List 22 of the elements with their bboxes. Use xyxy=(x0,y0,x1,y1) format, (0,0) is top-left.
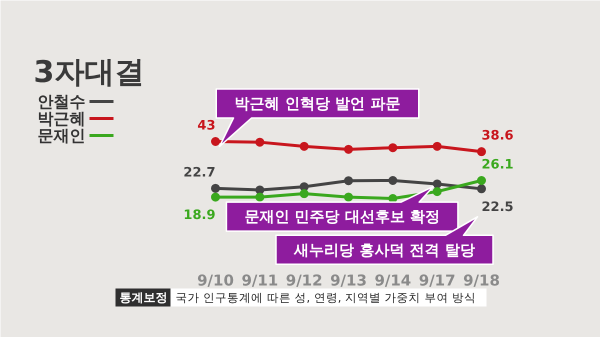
chart-title: 3자대결 xyxy=(34,55,144,90)
text: 통계보정 xyxy=(120,290,168,304)
data-label: 43 xyxy=(197,118,216,134)
data-label: 38.6 xyxy=(482,128,514,144)
x-tick-label: 9/12 xyxy=(286,272,323,290)
x-tick-label: 9/14 xyxy=(374,272,412,290)
data-label: 18.9 xyxy=(183,208,216,224)
x-tick-label: 9/13 xyxy=(330,272,367,290)
data-label: 22.7 xyxy=(183,165,216,180)
text: 새누리당 홍사덕 전격 탈당 xyxy=(293,240,475,259)
legend-label: 문재인 xyxy=(38,126,86,145)
x-tick-label: 9/11 xyxy=(241,272,278,290)
annotation: 문재인 민주당 대선후보 확정 xyxy=(244,208,440,226)
data-label: 22.5 xyxy=(482,200,514,215)
legend-label: 안철수 xyxy=(38,92,86,111)
x-tick-label: 9/10 xyxy=(197,272,234,290)
x-tick-label: 9/18 xyxy=(463,272,500,290)
data-label: 26.1 xyxy=(482,158,514,172)
x-tick-label: 9/17 xyxy=(418,272,456,290)
text: 국가 인구통계에 따른 성, 연령, 지역별 가중치 부여 방식 xyxy=(176,290,476,304)
annotation: 박근혜 인혁당 발언 파문 xyxy=(234,94,400,112)
legend-label: 박근혜 xyxy=(38,109,86,128)
